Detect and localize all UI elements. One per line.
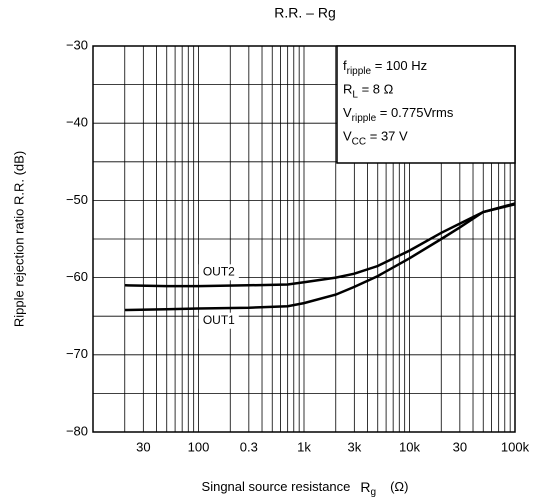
condition: Vripple = 0.775Vrms [343,105,454,123]
plot-frame [92,45,516,433]
x-axis-label: Singnal source resistance Rg (Ω) [202,479,409,498]
x-tick-label: 100k [501,439,530,454]
y-tick-label: −40 [66,115,88,130]
series-label-bg [198,312,239,329]
condition-symbol: f [343,58,347,73]
x-label-text: Singnal source resistance [202,479,351,494]
condition-sub: CC [352,136,366,147]
y-tick-label: −80 [66,423,88,438]
condition-value: = 37 V [366,129,408,144]
series-line [124,203,516,288]
condition-sub: ripple [347,66,372,77]
x-label-sub: g [371,487,377,498]
condition-sub: ripple [352,113,377,124]
x-tick-label: 1k [297,439,311,454]
x-tick-label: 30 [136,439,150,454]
x-tick-label: 0.3 [240,439,258,454]
x-label-symbol: R [360,479,370,495]
x-label-unit: (Ω) [390,479,408,494]
condition-value: = 0.775Vrms [376,105,454,120]
y-tick-label: −30 [66,37,88,52]
condition-sub: L [352,89,358,100]
series-label: OUT1 [203,313,235,327]
x-tick-label: 100 [188,439,210,454]
condition: RL = 8 Ω [343,82,394,100]
series-line [124,202,516,312]
y-tick-label: −70 [66,346,88,361]
condition-symbol: V [343,105,352,120]
y-tick-label: −50 [66,192,88,207]
condition: VCC = 37 V [343,129,408,147]
x-tick-label: 30 [453,439,467,454]
condition: fripple = 100 Hz [343,58,427,76]
condition-symbol: R [343,82,352,97]
condition-symbol: V [343,129,352,144]
chart-title: R.R. – Rg [274,5,335,21]
conditions-box [336,45,516,164]
y-axis-label: Ripple rejection ratio R.R. (dB) [11,151,26,327]
series-label-bg [198,264,239,281]
y-tick-label: −60 [66,269,88,284]
series-label: OUT2 [203,264,235,278]
condition-value: = 8 Ω [358,82,394,97]
x-tick-label: 3k [347,439,361,454]
condition-value: = 100 Hz [371,58,427,73]
x-tick-label: 10k [399,439,420,454]
